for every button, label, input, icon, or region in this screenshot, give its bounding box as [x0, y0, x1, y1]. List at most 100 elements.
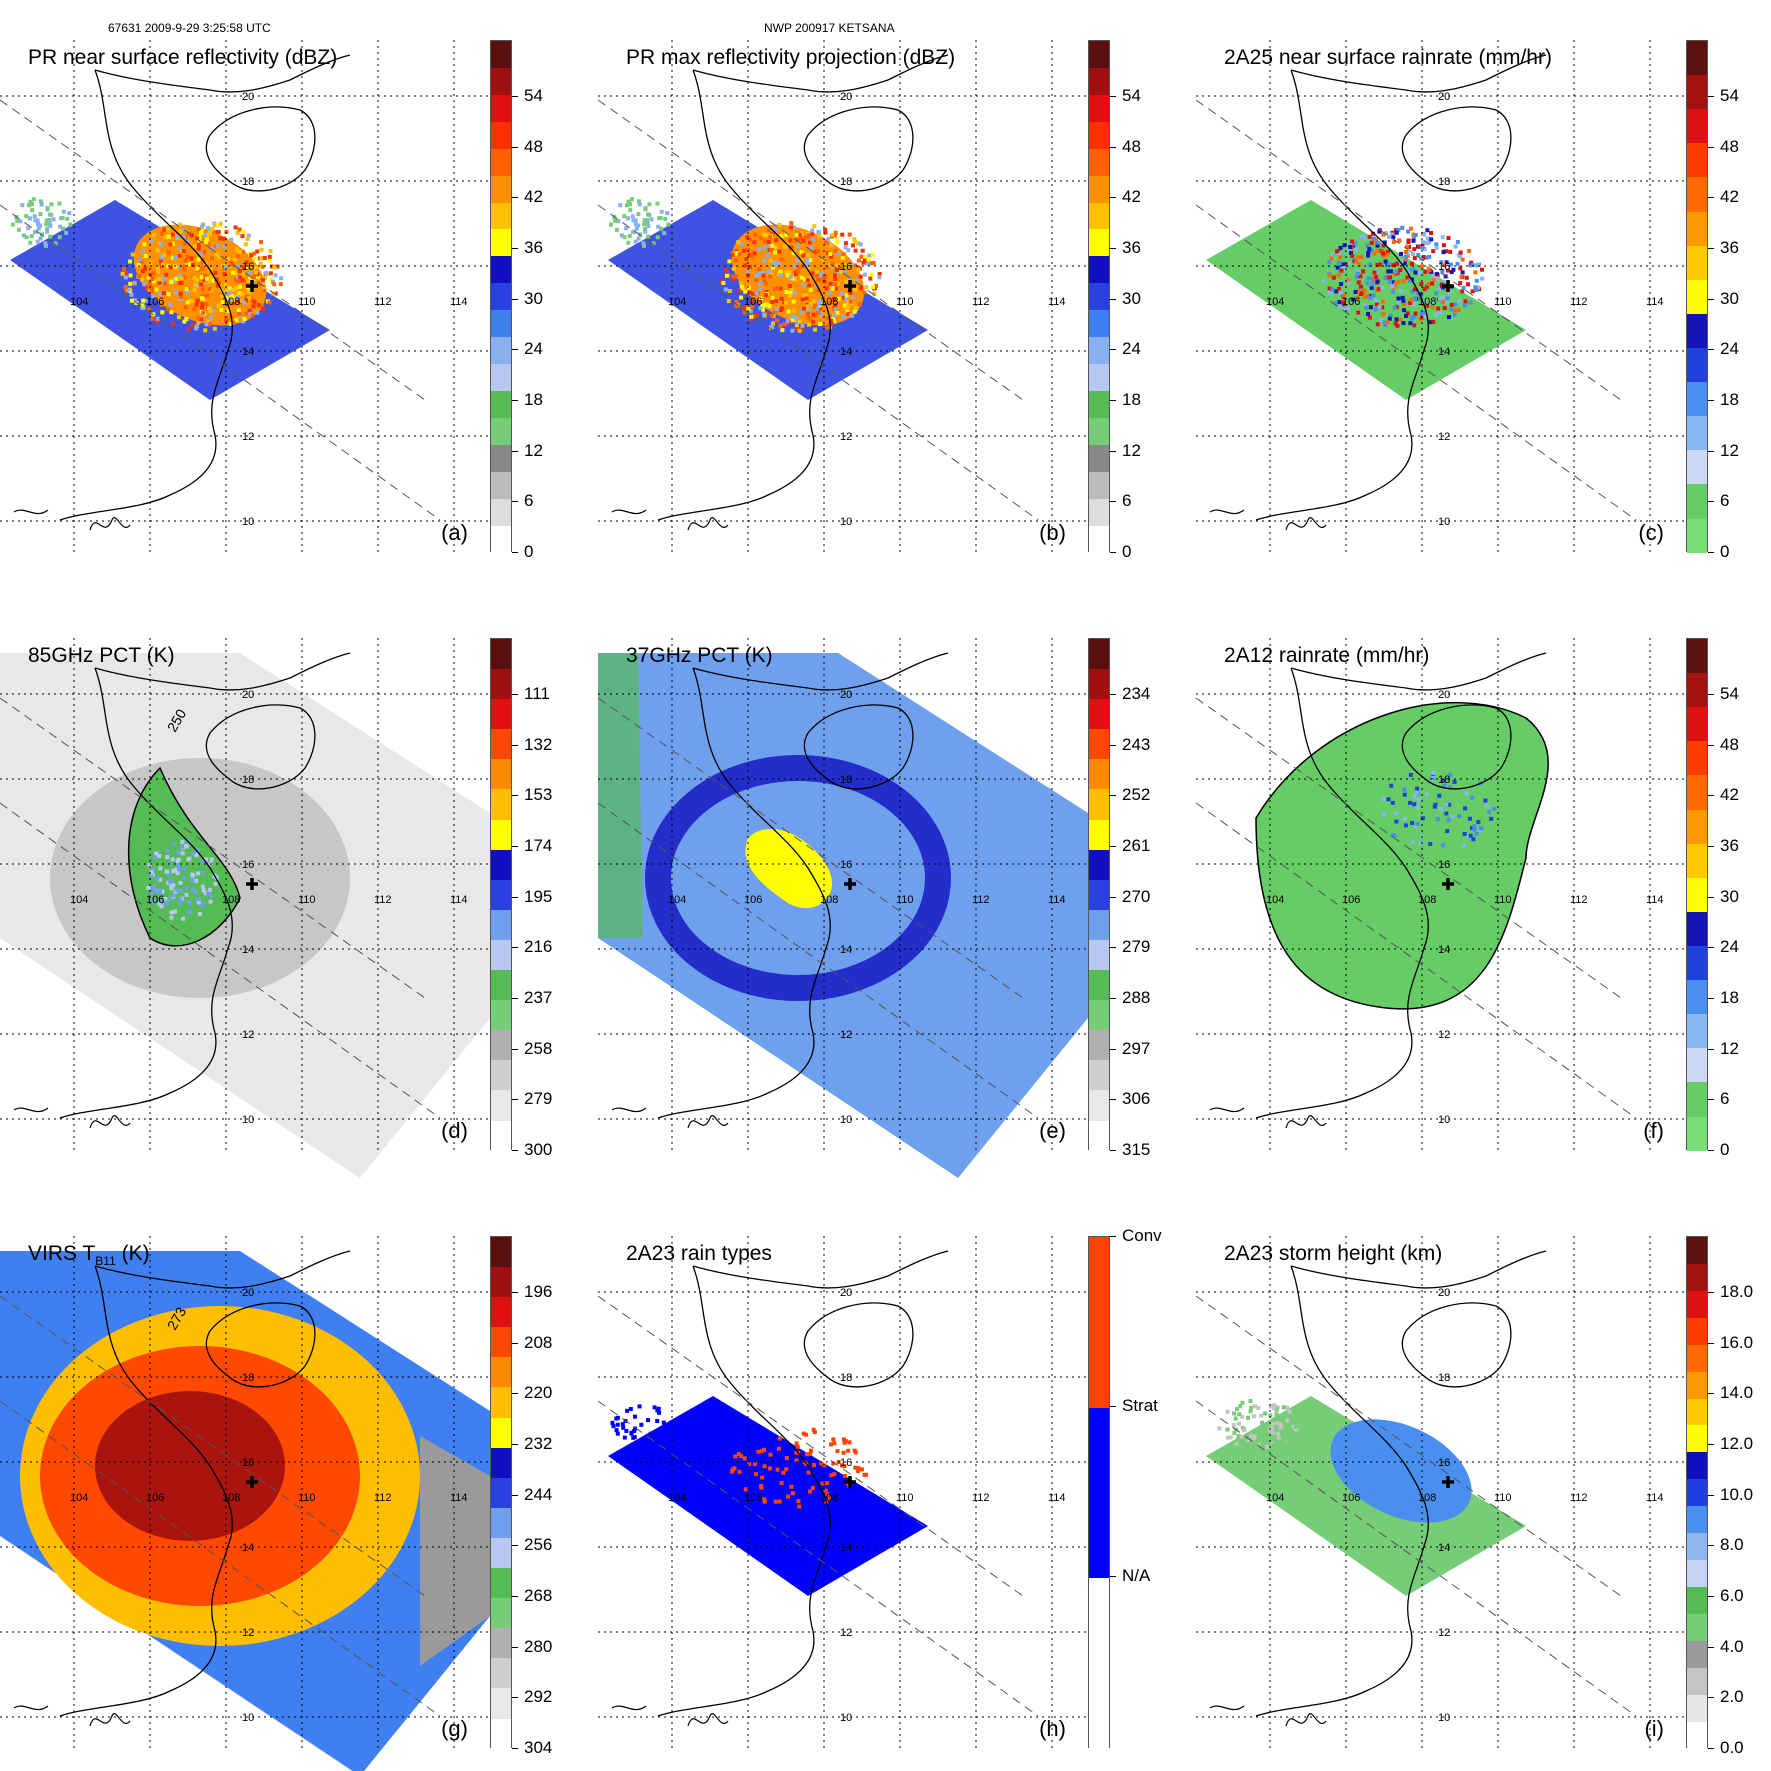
precip-pixel [1367, 262, 1372, 267]
colorbar-segment [1687, 416, 1707, 451]
precip-pixel [783, 244, 788, 249]
precip-pixel [1270, 1426, 1275, 1431]
latitude-label: 18 [840, 1372, 852, 1384]
precip-pixel [853, 1465, 858, 1470]
latitude-label: 14 [840, 346, 852, 358]
precip-pixel [204, 240, 209, 245]
precip-pixel [1338, 304, 1343, 309]
colorbar-segment [1687, 1425, 1707, 1453]
precip-pixel [613, 218, 618, 223]
precip-pixel [854, 305, 859, 310]
latitude-label: 12 [840, 1029, 852, 1041]
precip-pixel [158, 866, 163, 871]
colorbar-segment [491, 471, 511, 499]
precip-pixel [834, 267, 839, 272]
precip-pixel [171, 841, 176, 846]
precip-pixel [796, 244, 801, 249]
precip-pixel [847, 232, 852, 237]
mainland-coastline [657, 54, 949, 521]
precip-pixel [828, 290, 833, 295]
precip-pixel [827, 1496, 832, 1501]
precip-pixel [813, 303, 818, 308]
precip-pixel [1362, 288, 1367, 293]
precip-pixel [752, 314, 757, 319]
precip-pixel [819, 271, 824, 276]
precip-pixel [744, 256, 749, 261]
colorbar-tick-label: 2.0 [1708, 1687, 1744, 1707]
precip-pixel [799, 258, 804, 263]
precip-pixel [1341, 262, 1346, 267]
precip-pixel [658, 215, 663, 220]
colorbar-segment [1687, 1116, 1707, 1151]
precip-pixel [815, 277, 820, 282]
precip-pixel [196, 257, 201, 262]
precip-pixel [1342, 243, 1347, 248]
precip-pixel [625, 1408, 630, 1413]
colorbar-segment [491, 94, 511, 122]
precip-pixel [150, 891, 155, 896]
precip-pixel [257, 303, 262, 308]
precip-pixel [233, 294, 238, 299]
precip-pixel [245, 236, 250, 241]
precip-pixel [168, 302, 173, 307]
precip-pixel [1406, 238, 1411, 243]
precip-pixel [639, 1422, 644, 1427]
latitude-label: 20 [1438, 1287, 1450, 1299]
rainband-ring [645, 755, 951, 1001]
colorbar-segment [1089, 1663, 1109, 1749]
precip-pixel [35, 218, 40, 223]
precip-pixel [859, 254, 864, 259]
colorbar-segment [1687, 877, 1707, 912]
precip-pixel [1445, 296, 1450, 301]
precip-pixel [807, 308, 812, 313]
precip-pixel [212, 326, 217, 331]
precip-pixel [234, 318, 239, 323]
precip-pixel [178, 222, 183, 227]
precip-pixel [1342, 305, 1347, 310]
precip-pixel [799, 250, 804, 255]
precip-pixel [149, 286, 154, 291]
mainland-coastline [59, 54, 351, 521]
precip-pixel [1469, 795, 1474, 800]
precip-pixel [858, 286, 863, 291]
colorbar-segment [491, 444, 511, 472]
colorbar-segment [1687, 1694, 1707, 1722]
colorbar-segment [1089, 759, 1109, 790]
precip-pixel [237, 250, 242, 255]
precip-pixel [1367, 246, 1372, 251]
precip-pixel [795, 269, 800, 274]
panel-title: PR near surface reflectivity (dBZ) [28, 46, 337, 70]
precip-pixel [756, 247, 761, 252]
precip-pixel [796, 1499, 801, 1504]
precip-pixel [1441, 243, 1446, 248]
precip-pixel [730, 252, 735, 257]
colorbar-tick-label: 54 [1708, 86, 1739, 105]
precip-pixel [740, 286, 745, 291]
precip-pixel [1402, 792, 1407, 797]
precip-pixel [1270, 1422, 1275, 1427]
precip-pixel [267, 300, 272, 305]
precip-pixel [1232, 1430, 1237, 1435]
colorbar-segment [1089, 229, 1109, 257]
panel-title: 37GHz PCT (K) [626, 644, 773, 668]
precip-pixel [192, 288, 197, 293]
swath-edge-line [1195, 1295, 1622, 1597]
precip-pixel [162, 227, 167, 232]
precip-pixel [1403, 313, 1408, 318]
precip-pixel [1404, 244, 1409, 249]
precip-pixel [1397, 238, 1402, 243]
colorbar-segment [1687, 1613, 1707, 1641]
precip-pixel [1447, 290, 1452, 295]
map-panel-c: 104 106 108 110 112 114 20 18 16 14 12 10 2A25 near … [1195, 40, 1771, 561]
precip-pixel [174, 276, 179, 281]
colorbar-segment [1687, 41, 1707, 76]
colorbar-segment [1687, 450, 1707, 485]
precip-pixel [1411, 236, 1416, 241]
precip-pixel [213, 270, 218, 275]
precip-pixel [199, 230, 204, 235]
precip-pixel [620, 1422, 625, 1427]
precip-pixel [737, 252, 742, 257]
precip-pixel [758, 306, 763, 311]
precip-pixel [1449, 302, 1454, 307]
panel-title-text: 2A23 storm height (km) [1224, 1242, 1443, 1265]
